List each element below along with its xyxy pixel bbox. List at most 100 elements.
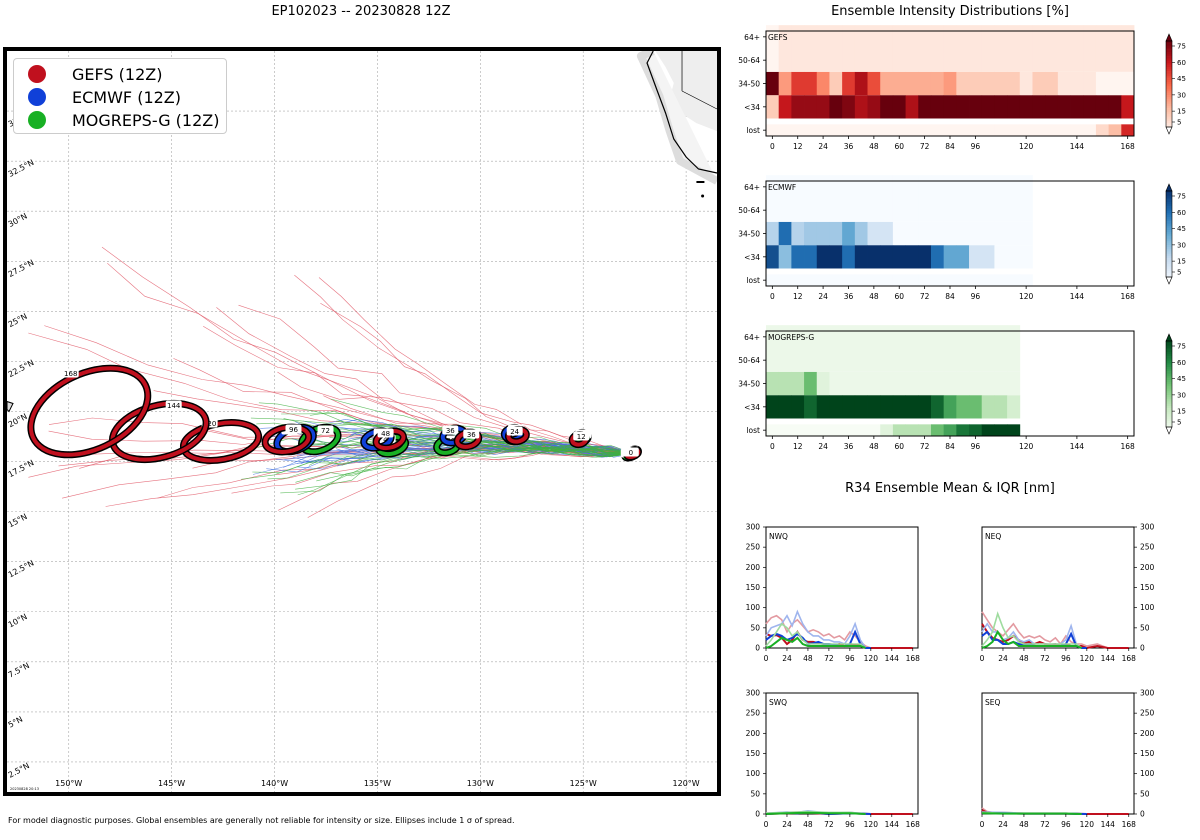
heatmap-cell: [854, 424, 868, 436]
heatmap-cell: [867, 325, 881, 349]
colorbar-segment: [1166, 53, 1172, 57]
heatmap-cell: [1057, 25, 1071, 49]
colorbar-min-arrow: [1165, 426, 1173, 435]
colorbar-segment: [1166, 51, 1172, 55]
colorbar-segment: [1166, 223, 1172, 226]
r34-y-label: 150: [1140, 749, 1155, 758]
r34-x-label: 168: [1122, 820, 1137, 829]
colorbar-segment: [1166, 418, 1172, 421]
colorbar-segment: [1166, 388, 1172, 391]
heatmap-cell: [892, 71, 906, 96]
heatmap-cell: [956, 274, 970, 286]
heatmap-cell: [880, 325, 894, 349]
heatmap-cell: [956, 71, 970, 96]
colorbar-tick-label: 60: [1177, 359, 1186, 367]
colorbar-tick-label: 5: [1177, 269, 1181, 277]
heatmap-cell: [816, 274, 830, 286]
ensemble-member-track: [250, 417, 633, 458]
r34-panel-frame: [765, 692, 919, 815]
heatmap-cell: [1108, 25, 1122, 49]
heatmap-cell: [918, 245, 932, 269]
r34-x-label: 0: [764, 654, 769, 663]
heatmap-cell: [880, 274, 894, 286]
colorbar-segment: [1166, 86, 1172, 89]
r34-x-label: 168: [906, 654, 921, 663]
heatmap-x-label: 72: [920, 292, 930, 301]
colorbar-segment: [1166, 356, 1172, 359]
heatmap-cell: [791, 198, 805, 222]
colorbar-segment: [1166, 206, 1172, 209]
heatmap-cell: [842, 71, 856, 96]
heatmap-cell: [816, 124, 830, 136]
heatmap-x-label: 24: [818, 442, 828, 451]
lon-tick-label: 130°W: [467, 779, 494, 788]
heatmap-cell: [1095, 71, 1110, 96]
r34-y-label: 50: [1140, 789, 1150, 798]
heatmap-y-label: 50-64: [738, 206, 760, 215]
heatmap-cell: [981, 71, 995, 96]
colorbar-segment: [1166, 203, 1172, 207]
colorbar-segment: [1166, 225, 1172, 228]
heatmap-cell: [880, 198, 894, 222]
heatmap-y-label: 64+: [744, 333, 760, 342]
colorbar-segment: [1166, 244, 1172, 248]
heatmap-cell: [1083, 25, 1097, 49]
heatmap-cell: [1032, 95, 1046, 119]
heatmap-cell: [1095, 25, 1110, 49]
heatmap-cell: [930, 175, 945, 199]
r34-x-label: 0: [980, 654, 985, 663]
heatmap-cell: [905, 175, 919, 199]
heatmap-cell: [854, 95, 868, 119]
heatmap-cell: [930, 48, 945, 72]
colorbar-segment: [1166, 407, 1172, 411]
r34-y-label: 200: [1140, 729, 1155, 738]
heatmap-y-label: lost: [746, 276, 760, 285]
heatmap-cell: [1121, 25, 1135, 49]
heatmap-cell: [943, 25, 957, 49]
intensity-heatmaps: GEFS lost <34 34-50 50-64 64+ 0 12 24 36 48 60 72 84 9…: [738, 25, 1186, 451]
heatmap-cell: [892, 175, 906, 199]
gefs-hour-label-bg: [506, 426, 523, 436]
heatmap-cell: [905, 25, 919, 49]
colorbar-tick-label: 15: [1177, 408, 1186, 416]
colorbar-segment: [1166, 124, 1172, 128]
heatmap-cell: [1007, 274, 1021, 286]
heatmap-cell: [766, 221, 780, 246]
heatmap-cell: [981, 245, 995, 269]
heatmap-cell: [981, 348, 995, 372]
heatmap-cell: [854, 325, 868, 349]
heatmap-cell: [994, 71, 1008, 96]
heatmap-cell: [804, 25, 818, 49]
colorbar-segment: [1166, 212, 1172, 215]
colorbar-segment: [1166, 197, 1172, 200]
colorbar-frame: [1165, 40, 1173, 128]
r34-y-label: 300: [746, 689, 761, 698]
heatmap-cell: [1007, 424, 1021, 436]
r34-panel-frame: [981, 692, 1135, 815]
heatmap-cell: [1007, 371, 1021, 396]
heatmap-cell: [981, 424, 995, 436]
colorbar-segment: [1166, 261, 1172, 265]
colorbar-segment: [1166, 268, 1172, 271]
r34-x-label: 120: [864, 654, 879, 663]
heatmap-cell: [842, 25, 856, 49]
heatmap-cell: [1019, 221, 1033, 246]
colorbar-segment: [1166, 401, 1172, 404]
colorbar-segment: [1166, 405, 1172, 408]
r34-panels: NWQ 0 50 100 150 200 250 300 0 24 48 72 96 120 144 168 N…: [746, 523, 1155, 830]
heatmap-cell: [1007, 71, 1021, 96]
gefs-hour-label: 12: [577, 433, 586, 441]
heatmap-cell: [981, 198, 995, 222]
lon-tick-label: 135°W: [364, 779, 391, 788]
heatmap-cell: [829, 245, 843, 269]
colorbar-segment: [1166, 358, 1172, 361]
heatmap-cell: [842, 245, 856, 269]
heatmap-cell: [943, 124, 957, 136]
heatmap-cell: [1032, 25, 1046, 49]
heatmap-cell: [880, 25, 894, 49]
colorbar-segment: [1166, 353, 1172, 357]
heatmap-x-label: 48: [869, 142, 879, 151]
gefs-hour-label-bg: [463, 429, 480, 439]
colorbar-segment: [1166, 351, 1172, 355]
gefs-hour-label: 48: [381, 430, 390, 438]
